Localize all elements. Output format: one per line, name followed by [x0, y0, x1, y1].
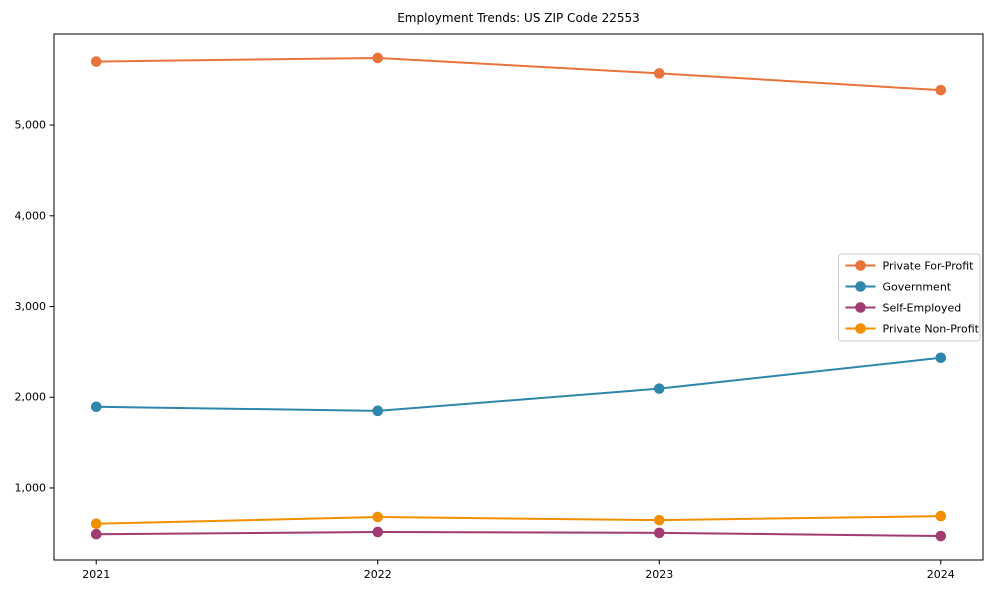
- legend-label: Self-Employed: [883, 302, 962, 315]
- series-line: [96, 56, 941, 92]
- series-marker: [90, 56, 102, 67]
- series-marker: [653, 68, 665, 79]
- legend-marker: [855, 260, 866, 271]
- series-marker: [935, 510, 947, 522]
- x-tick-label: 2023: [645, 568, 673, 581]
- series-marker: [653, 383, 665, 394]
- series-marker: [653, 527, 665, 539]
- series-marker: [935, 352, 947, 364]
- x-tick-label: 2022: [364, 568, 392, 581]
- y-tick-label: 3,000: [15, 300, 47, 313]
- legend-label: Private Non-Profit: [883, 323, 980, 336]
- legend-label: Private For-Profit: [883, 260, 975, 273]
- y-tick-label: 5,000: [15, 119, 47, 132]
- legend-marker: [855, 281, 866, 292]
- y-tick-label: 4,000: [15, 209, 47, 222]
- series-marker: [90, 528, 102, 540]
- series-marker: [935, 84, 947, 96]
- series-marker: [90, 518, 102, 530]
- series-marker: [372, 511, 384, 523]
- series-line: [96, 530, 941, 538]
- x-tick-label: 2021: [82, 568, 110, 581]
- legend-box: [838, 253, 981, 342]
- series-marker: [372, 52, 384, 64]
- legend-marker: [855, 302, 866, 313]
- series-marker: [372, 405, 384, 417]
- series-marker: [653, 514, 665, 526]
- series-line: [96, 515, 941, 525]
- x-tick-label: 2024: [927, 568, 955, 581]
- plot-frame: [53, 33, 984, 561]
- legend-marker: [855, 323, 866, 334]
- series-marker: [90, 401, 102, 413]
- legend-label: Government: [883, 281, 952, 294]
- chart-title: Employment Trends: US ZIP Code 22553: [397, 11, 640, 25]
- y-tick-label: 2,000: [15, 391, 47, 404]
- series-marker: [372, 526, 384, 538]
- series-marker: [935, 530, 947, 542]
- series-line: [96, 356, 941, 412]
- y-tick-label: 1,000: [15, 481, 47, 494]
